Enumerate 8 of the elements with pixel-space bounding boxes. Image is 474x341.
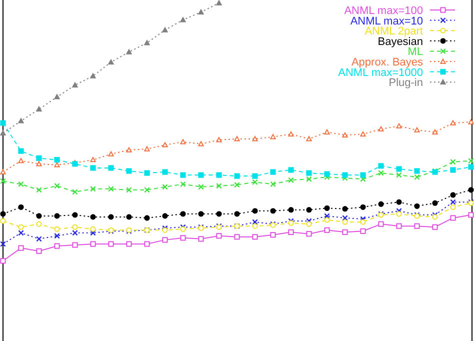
legend-label: ANML 2part [364,26,423,38]
legend-label: Plug-in [388,77,423,90]
legend-label: ANML max=100 [344,5,423,17]
legend-label: ML [408,46,423,58]
legend-label: ANML max=1000 [338,66,423,79]
legend-label: Approx. Bayes [351,56,424,68]
legend-label: ANML max=10 [350,15,423,28]
legend-label: Bayesian [378,36,423,48]
